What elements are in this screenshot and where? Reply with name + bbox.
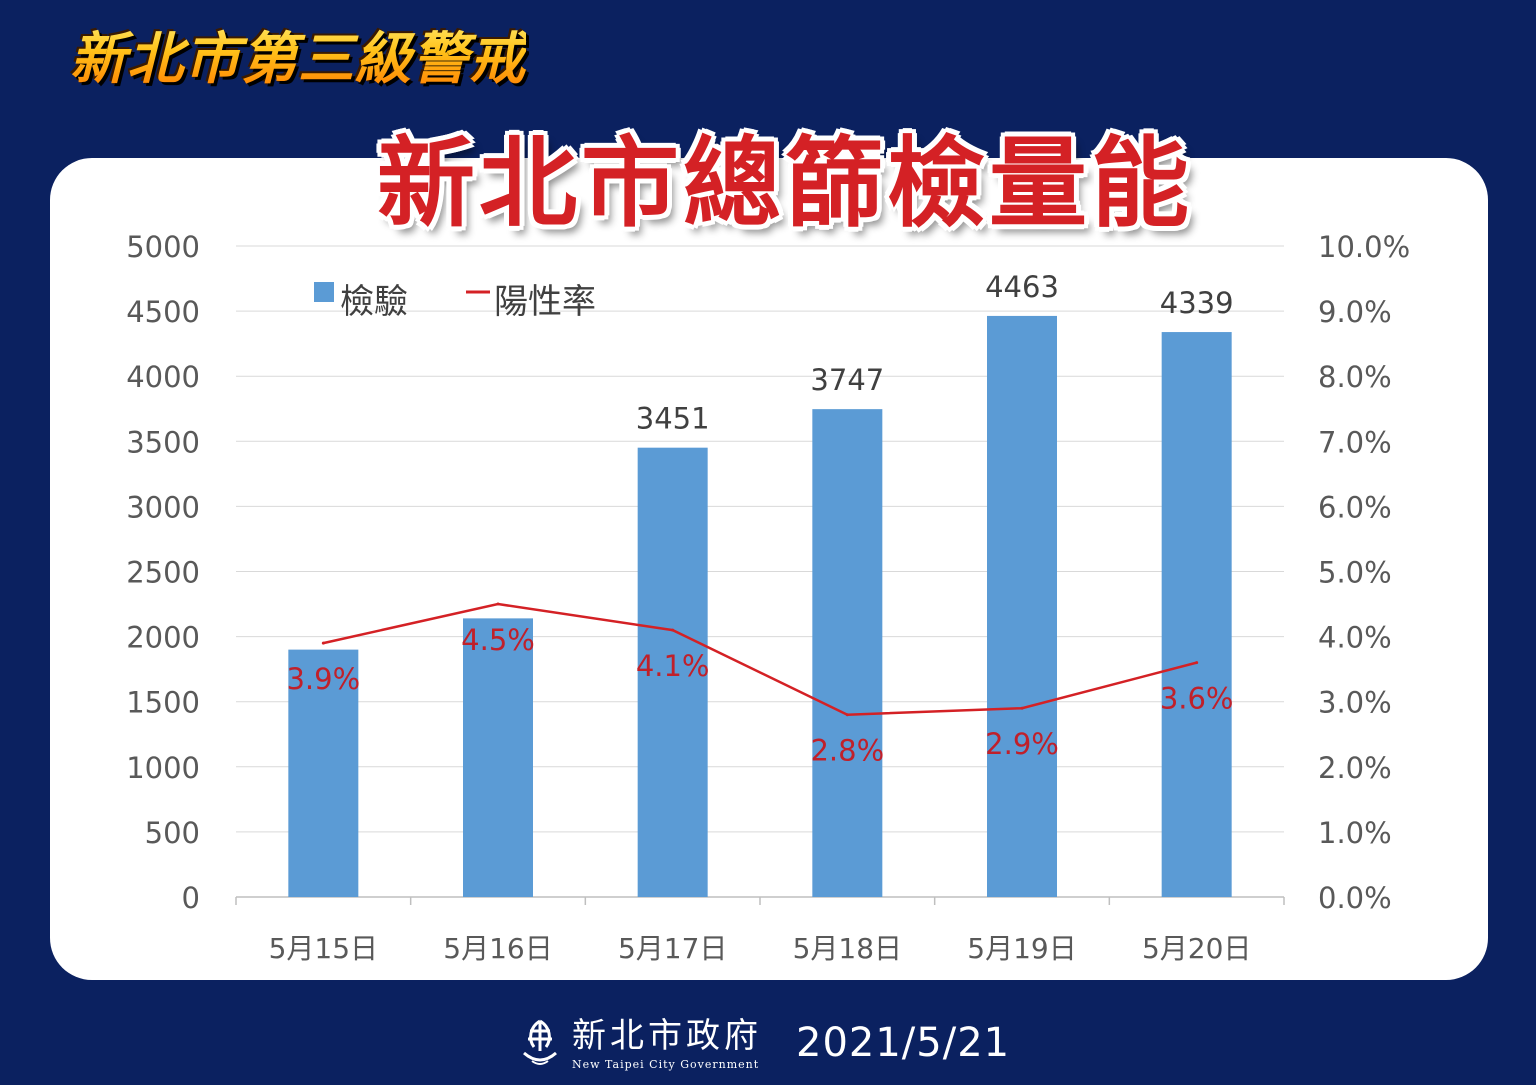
legend-bar-label: 檢驗	[340, 282, 408, 322]
line-data-label: 2.9%	[985, 727, 1059, 761]
x-category-label: 5月18日	[793, 932, 902, 965]
y-right-tick-label: 10.0%	[1318, 230, 1410, 264]
line-point	[1020, 706, 1024, 710]
y-right-tick-label: 5.0%	[1318, 556, 1392, 590]
bar-tests	[1161, 332, 1232, 897]
x-category-label: 5月19日	[967, 932, 1076, 965]
legend-line-label: 陽性率	[494, 282, 596, 322]
line-positive-rate	[323, 602, 1197, 716]
line-point	[1195, 661, 1199, 665]
x-category-label: 5月15日	[269, 932, 378, 965]
y-left-tick-label: 2000	[126, 621, 200, 655]
y-left-tick-label: 0	[182, 881, 200, 915]
y-left-tick-label: 2500	[126, 556, 200, 590]
line-data-label: 4.1%	[636, 649, 710, 683]
x-category-label: 5月16日	[443, 932, 552, 965]
y-left-tick-label: 4500	[126, 295, 200, 329]
y-left-tick-label: 3000	[126, 490, 200, 524]
bar-tests	[288, 649, 359, 897]
line-point	[845, 713, 849, 717]
bar-data-label: 4339	[1160, 286, 1234, 320]
y-right-tick-label: 4.0%	[1318, 621, 1392, 655]
org-logo-text: 新北市政府 New Taipei City Government	[572, 1016, 762, 1071]
x-category-label: 5月17日	[618, 932, 727, 965]
bar-tests	[463, 618, 533, 897]
y-right-tick-label: 6.0%	[1318, 490, 1392, 524]
alert-level-title: 新北市第三級警戒	[70, 14, 526, 95]
y-right-tick-label: 1.0%	[1318, 816, 1392, 850]
publish-date: 2021/5/21	[796, 1020, 1011, 1066]
y-right-tick-label: 9.0%	[1318, 295, 1392, 329]
org-name-zh: 新北市政府	[572, 1015, 762, 1056]
line-data-label: 3.6%	[1160, 682, 1234, 716]
y-left-tick-label: 3500	[126, 425, 200, 459]
line-data-label: 3.9%	[286, 662, 360, 696]
legend-bar-swatch	[314, 282, 334, 302]
line-data-label: 4.5%	[461, 623, 535, 657]
y-left-tick-label: 500	[145, 816, 200, 850]
line-point	[321, 641, 325, 645]
org-name-en: New Taipei City Government	[572, 1057, 760, 1071]
y-right-tick-label: 2.0%	[1318, 751, 1392, 785]
bar-tests	[812, 409, 883, 897]
y-right-tick-label: 3.0%	[1318, 686, 1392, 720]
y-left-tick-label: 5000	[126, 230, 200, 264]
y-right-tick-label: 0.0%	[1318, 881, 1392, 915]
y-left-tick-label: 1500	[126, 686, 200, 720]
footer: 新北市政府 New Taipei City Government 2021/5/…	[518, 1010, 1010, 1076]
y-right-tick-label: 7.0%	[1318, 425, 1392, 459]
bar-tests	[637, 447, 708, 897]
main-title: 新北市總篩檢量能	[376, 127, 1193, 241]
bar-data-label: 3747	[810, 363, 884, 397]
new-taipei-logo-icon	[523, 1019, 557, 1065]
y-right-tick-label: 8.0%	[1318, 360, 1392, 394]
y-left-tick-label: 4000	[126, 360, 200, 394]
x-category-label: 5月20日	[1142, 932, 1251, 965]
bar-data-label: 4463	[985, 270, 1059, 304]
bar-data-label: 3451	[636, 402, 710, 436]
line-point	[671, 628, 675, 632]
bar-tests	[987, 315, 1057, 898]
line-point	[496, 602, 500, 606]
y-left-tick-label: 1000	[126, 751, 200, 785]
line-data-label: 2.8%	[810, 734, 884, 768]
